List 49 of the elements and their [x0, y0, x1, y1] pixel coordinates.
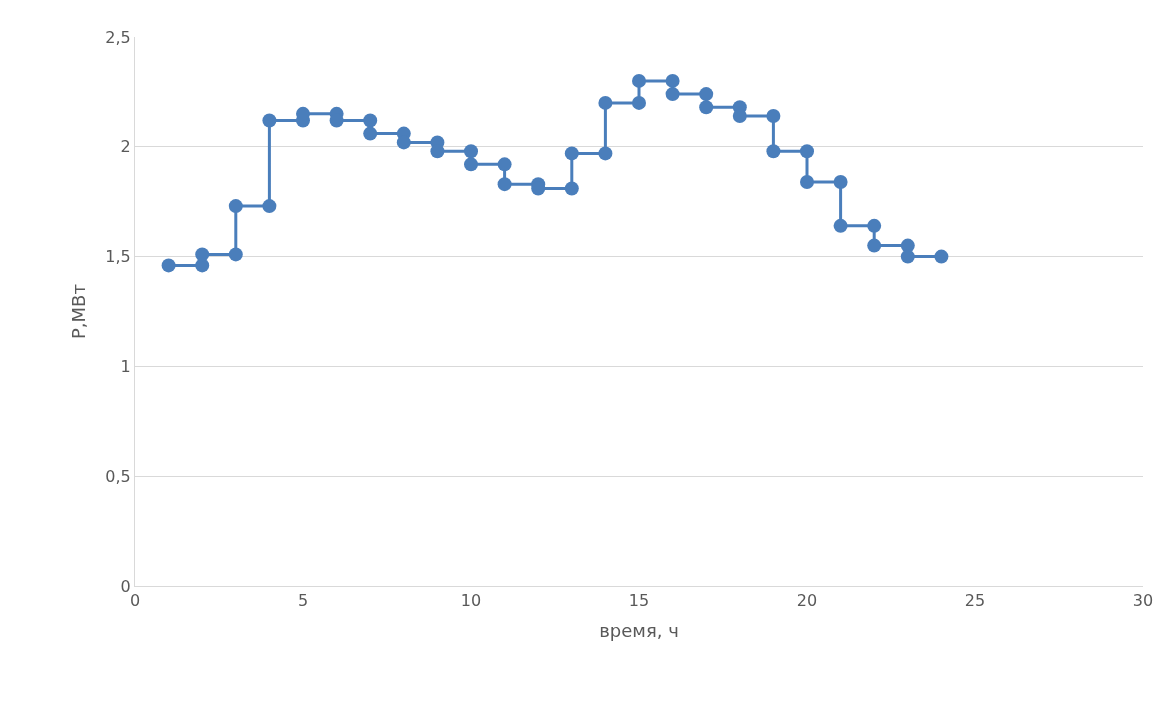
point	[800, 144, 814, 159]
point	[699, 100, 714, 115]
point	[564, 181, 579, 196]
y-tick-label: 2	[120, 137, 131, 157]
point	[195, 247, 210, 262]
point	[363, 113, 378, 128]
point	[800, 174, 814, 189]
point	[564, 146, 579, 161]
x-axis-title: время, ч	[599, 620, 679, 642]
x-tick-label: 5	[297, 591, 309, 611]
point	[464, 144, 478, 159]
y-tick-label: 1	[120, 357, 131, 376]
point	[900, 249, 915, 264]
point	[665, 87, 680, 102]
point	[867, 238, 882, 253]
point	[161, 258, 176, 273]
y-tick-label: 0,5	[105, 466, 131, 486]
point	[598, 95, 613, 110]
y-tick-label: 0	[120, 576, 131, 596]
point	[867, 218, 882, 233]
x-tick-label: 20	[796, 591, 818, 611]
point	[833, 218, 848, 233]
x-tick-label: 10	[460, 591, 482, 611]
y-tick-label: 2,5	[105, 27, 131, 47]
point	[262, 199, 277, 214]
point	[766, 144, 781, 159]
point	[632, 95, 646, 110]
y-tick-label: 1,5	[105, 247, 131, 267]
point	[699, 87, 714, 102]
point	[363, 126, 378, 141]
point	[396, 135, 411, 150]
point	[497, 157, 512, 172]
x-tick-label: 30	[1132, 591, 1154, 611]
y-axis-title: P,МВт	[67, 284, 89, 339]
point	[464, 157, 478, 172]
point	[934, 249, 949, 264]
point	[732, 109, 747, 124]
point	[228, 247, 243, 262]
point	[766, 109, 781, 124]
point	[497, 177, 512, 192]
point	[598, 146, 613, 161]
point	[833, 174, 848, 189]
point	[262, 113, 277, 128]
point	[228, 199, 243, 214]
x-tick-label: 25	[964, 591, 986, 611]
point	[632, 73, 646, 88]
point	[430, 144, 445, 159]
x-tick-label: 15	[628, 591, 650, 611]
point	[665, 73, 680, 88]
